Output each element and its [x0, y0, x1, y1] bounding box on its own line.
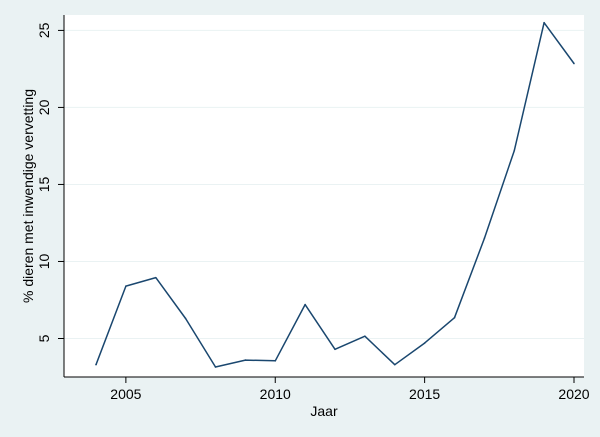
x-tick-label: 2020 — [558, 386, 589, 402]
data-point — [214, 366, 217, 368]
data-point — [304, 303, 306, 306]
gridlines — [64, 29, 584, 339]
data-point — [453, 316, 456, 319]
y-tick-label: 15 — [36, 176, 52, 192]
data-point — [483, 237, 486, 240]
data-point — [423, 342, 426, 344]
x-tick-label: 2005 — [110, 386, 141, 402]
x-axis-title: Jaar — [310, 403, 338, 419]
y-tick-label: 20 — [36, 99, 52, 115]
data-point — [154, 276, 157, 279]
y-axis-ticks: 5 10 15 20 25 — [36, 22, 64, 342]
series-group — [95, 21, 575, 368]
data-point — [244, 359, 247, 361]
x-tick-label: 2015 — [409, 386, 440, 402]
data-point — [573, 62, 575, 65]
data-point — [95, 363, 97, 366]
data-point — [543, 21, 545, 24]
y-tick-label: 10 — [36, 253, 52, 269]
data-point — [364, 335, 366, 337]
data-point — [334, 348, 336, 351]
x-axis-ticks: 2005 2010 2015 2020 — [110, 377, 590, 402]
y-tick-label: 25 — [36, 22, 52, 38]
data-point — [393, 363, 396, 366]
y-axis-title: % dieren met inwendige vervetting — [20, 89, 36, 303]
data-point — [513, 149, 516, 152]
x-tick-label: 2010 — [260, 386, 291, 402]
data-point — [184, 317, 187, 320]
data-point — [125, 285, 127, 287]
data-point — [274, 360, 277, 362]
y-tick-label: 5 — [36, 334, 52, 342]
plot-area — [64, 15, 584, 377]
